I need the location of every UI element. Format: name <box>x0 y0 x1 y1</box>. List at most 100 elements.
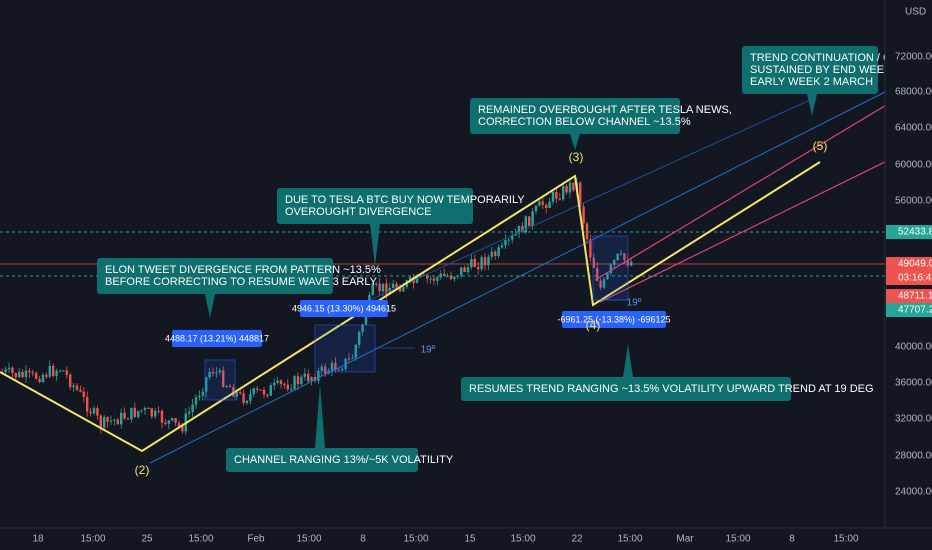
candle-body <box>126 418 130 420</box>
candle-body <box>609 264 612 274</box>
price-label: 36000.00 <box>895 378 932 389</box>
candle-body <box>38 378 41 382</box>
candle-body <box>453 276 456 279</box>
candle-body <box>385 283 388 295</box>
candle-body <box>266 394 269 396</box>
candle-body <box>371 284 374 296</box>
annotation: REMAINED OVERBOUGHT AFTER TESLA NEWS,COR… <box>470 98 732 150</box>
annotation-text: TREND CONTINUATION / 60K <box>750 52 903 64</box>
channel-line <box>369 99 811 301</box>
candle-body <box>150 408 153 417</box>
candle-body <box>174 418 177 423</box>
candle-body <box>245 400 249 403</box>
price-label: 72000.00 <box>895 52 932 63</box>
candle-body <box>511 235 514 240</box>
wave-label: (4) <box>586 318 601 332</box>
candle-body <box>432 278 436 281</box>
candle-body <box>514 233 517 236</box>
candle-body <box>398 287 402 292</box>
candle-body <box>133 407 136 418</box>
candle-body <box>596 267 599 281</box>
price-tag-label: 52433.81 <box>898 227 932 238</box>
candle-body <box>551 192 555 202</box>
candle-body <box>589 239 592 258</box>
candle-body <box>351 357 354 359</box>
candle-body <box>320 366 323 371</box>
candle-body <box>504 240 507 246</box>
candle-body <box>528 216 531 227</box>
price-tag <box>886 271 932 285</box>
candle-body <box>507 239 510 241</box>
measure-box <box>592 235 629 301</box>
candle-body <box>177 422 181 427</box>
time-label: 15:00 <box>833 534 858 545</box>
candle-body <box>194 397 198 405</box>
time-label: 15:00 <box>80 534 105 545</box>
annotation-text: SUSTAINED BY END WEEK 1 <box>750 64 901 76</box>
candle-body <box>4 369 7 373</box>
candle-body <box>436 277 439 281</box>
candle-body <box>283 383 286 385</box>
candle-body <box>99 415 102 428</box>
measure-box <box>204 359 236 401</box>
candle-body <box>24 370 28 378</box>
candle-body <box>341 369 344 371</box>
candle-body <box>439 273 442 278</box>
candle-body <box>130 407 133 420</box>
candle-body <box>415 276 419 283</box>
annotation-text: OVEROUGHT DIVERGENCE <box>285 206 432 218</box>
candle-body <box>347 358 351 360</box>
price-label: 56000.00 <box>895 196 932 207</box>
candle-body <box>565 185 568 193</box>
annotation-text: ELON TWEET DIVERGENCE FROM PATTERN ~13.5… <box>105 264 381 276</box>
candle-body <box>218 370 221 373</box>
candle-body <box>592 257 595 268</box>
candle-body <box>242 393 245 403</box>
annotation-box <box>97 258 333 294</box>
candle-body <box>473 258 476 267</box>
annotation-box <box>742 46 878 94</box>
measure-label: 4946.15 (13.30%) 494615 <box>292 303 396 313</box>
candle-body <box>446 275 449 277</box>
candle-body <box>337 369 340 371</box>
candle-body <box>568 182 572 193</box>
price-tag-label: 47707.29 <box>898 305 932 316</box>
annotation-pointer <box>315 384 325 448</box>
candle-body <box>256 388 259 390</box>
candle-body <box>477 266 480 270</box>
candle-body <box>55 370 58 377</box>
candle-body <box>460 267 463 276</box>
annotation: DUE TO TESLA BTC BUY NOW TEMPORARILYOVER… <box>277 188 525 266</box>
candle-body <box>72 385 75 388</box>
price-tag <box>886 225 932 239</box>
candle-body <box>541 201 544 205</box>
annotation: CHANNEL RANGING 13%/~5K VOLATILITY <box>226 384 454 472</box>
annotation-box <box>226 448 418 472</box>
candle-body <box>599 280 602 288</box>
candle-body <box>334 362 337 370</box>
candle-body <box>75 385 79 390</box>
candle-body <box>480 257 483 270</box>
candle-body <box>276 380 279 383</box>
time-label: 15 <box>464 534 476 545</box>
candle-body <box>313 377 317 381</box>
candle-body <box>113 419 116 421</box>
candle-body <box>558 198 561 200</box>
candle-body <box>545 204 548 209</box>
pink-line <box>594 100 894 281</box>
candle-body <box>623 253 626 261</box>
annotation-text: CHANNEL RANGING 13%/~5K VOLATILITY <box>234 454 454 466</box>
annotation-box <box>470 98 680 134</box>
candle-body <box>562 185 565 200</box>
candle-body <box>307 373 310 382</box>
candle-body <box>324 366 327 374</box>
candle-body <box>279 380 283 384</box>
price-label: 24000.00 <box>895 487 932 498</box>
annotation-text: BEFORE CORRECTING TO RESUME WAVE 3 EARLY <box>105 276 378 288</box>
candle-body <box>613 260 616 265</box>
channel-line <box>149 91 886 464</box>
angle-label: 19º <box>627 298 642 309</box>
measure-label-box <box>562 311 666 328</box>
